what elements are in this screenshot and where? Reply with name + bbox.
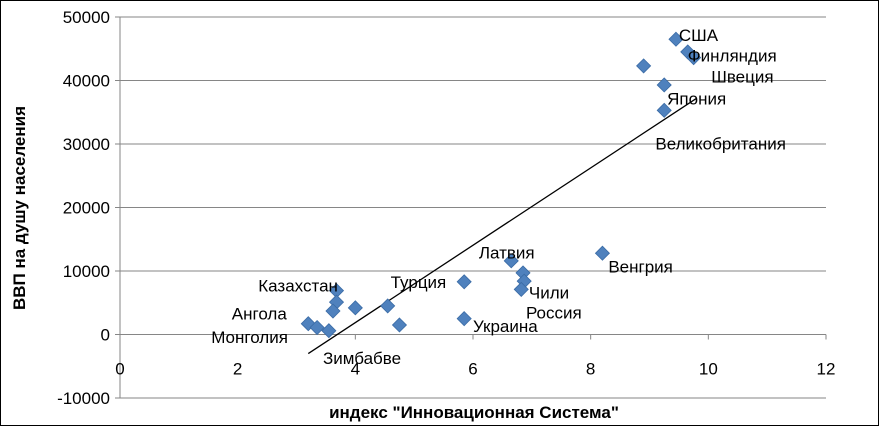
data-point [456,274,472,290]
point-label: Финляндия [688,47,777,66]
x-tick-label: 2 [233,360,242,379]
x-tick-label: 6 [468,360,477,379]
point-label: Чили [529,284,569,303]
x-tick-label: 10 [699,360,718,379]
data-point [503,253,519,269]
y-tick-label: -10000 [57,389,110,408]
point-label: Украина [473,317,538,336]
point-label: Казахстан [258,277,338,296]
data-point [347,300,363,316]
data-point [636,58,652,74]
data-point [380,298,396,314]
point-label: Япония [667,89,726,108]
point-labels: США Финляндия Швеция Япония Великобритания Ве… [211,26,786,368]
data-point [325,303,341,319]
point-label: Латвия [479,244,535,263]
x-tick-label: 8 [586,360,595,379]
data-point [656,102,672,118]
y-tick-label: 40000 [63,72,110,91]
data-point [686,50,702,66]
data-point [391,317,408,333]
data-point [513,281,529,297]
y-tick-label: 30000 [63,135,110,154]
data-points [300,31,702,339]
trendline-layer [307,97,697,355]
y-tick-label: 0 [101,326,110,345]
point-label: Зимбабве [323,349,401,368]
data-point [656,77,672,93]
point-label: Великобритания [655,134,786,153]
point-label: Турция [391,273,447,292]
point-label: Швеция [711,68,773,87]
x-tick-label: 4 [351,360,360,379]
trendline [307,97,697,355]
point-label: США [679,26,719,45]
point-label: Монголия [211,328,288,347]
y-axis-title: ВВП на душу населения [10,106,29,310]
x-tick-label: 0 [115,360,124,379]
axes: -10000 0 10000 20000 30000 40000 50000 0 2 4 6 8 10 1… [57,8,835,408]
data-point [594,245,610,261]
x-tick-label: 12 [817,360,836,379]
data-point [309,319,325,336]
data-point [668,31,684,47]
data-point [321,323,337,339]
y-tick-label: 10000 [63,262,110,281]
x-axis-title: индекс "Инновационная Система" [329,403,619,422]
y-tick-label: 20000 [63,199,110,218]
point-label: Венгрия [608,258,673,277]
y-tick-label: 50000 [63,8,110,27]
point-label: Ангола [232,305,288,324]
point-label: Россия [526,303,582,322]
data-point [456,311,472,327]
